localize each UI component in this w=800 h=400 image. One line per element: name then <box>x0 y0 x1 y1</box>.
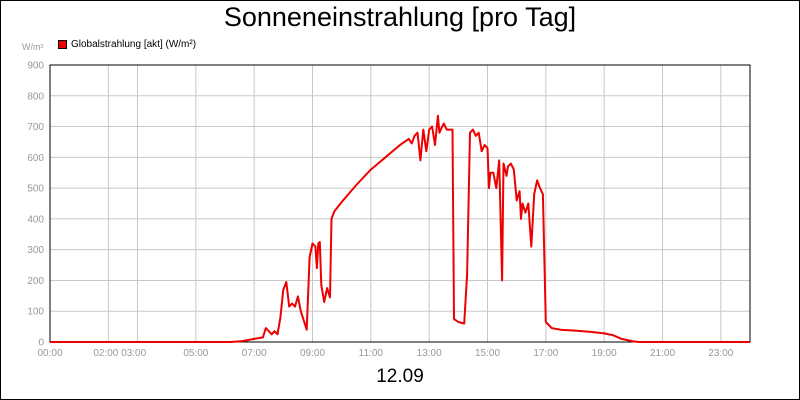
plot-area <box>50 65 750 342</box>
series-line-globalstrahlung <box>50 114 750 343</box>
y-tick-label: 800 <box>27 91 44 102</box>
y-tick-label: 200 <box>27 276 44 287</box>
x-tick-label: 19:00 <box>592 348 617 359</box>
series-layer <box>50 114 750 343</box>
x-tick-label: 07:00 <box>242 348 267 359</box>
legend-label: Globalstrahlung [akt] (W/m²) <box>71 39 197 50</box>
x-axis-ticks: 00:00 02:00 03:00 05:00 07:00 09:00 11:00 13:0… <box>37 348 733 359</box>
x-tick-label: 15:00 <box>475 348 500 359</box>
y-tick-label: 700 <box>27 122 44 133</box>
x-tick-label: 11:00 <box>359 348 384 359</box>
chart-title: Sonneneinstrahlung [pro Tag] <box>223 2 577 32</box>
y-tick-label: 400 <box>27 214 44 225</box>
y-tick-label: 0 <box>38 338 44 349</box>
x-tick-label: 23:00 <box>708 348 733 359</box>
x-tick-label: 09:00 <box>300 348 325 359</box>
chart-legend: Globalstrahlung [akt] (W/m²) <box>58 39 196 50</box>
x-tick-label: 02:00 03:00 <box>93 348 146 359</box>
y-axis-ticks: 0 100 200 300 400 500 600 700 800 900 <box>27 61 44 349</box>
plot-border <box>49 64 751 343</box>
x-tick-label: 13:00 <box>417 348 442 359</box>
y-tick-label: 600 <box>27 153 44 164</box>
x-tick-label: 17:00 <box>533 348 558 359</box>
y-axis-unit: W/m² <box>22 42 44 52</box>
y-tick-label: 900 <box>27 61 44 72</box>
y-tick-label: 300 <box>27 245 44 256</box>
y-tick-label: 100 <box>27 307 44 318</box>
y-tick-label: 500 <box>27 184 44 195</box>
x-tick-label: 05:00 <box>183 348 208 359</box>
x-tick-label: 21:00 <box>650 348 675 359</box>
legend-swatch <box>58 40 67 49</box>
date-label: 12.09 <box>376 366 424 387</box>
x-tick-label: 00:00 <box>37 348 62 359</box>
